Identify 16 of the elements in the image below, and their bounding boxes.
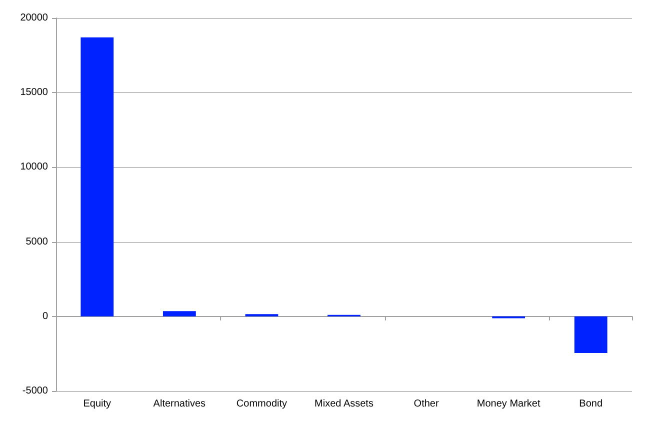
y-tick-label: -5000 [22,386,48,396]
y-tick-label: 0 [42,310,48,322]
y-tick-label: 10000 [20,162,48,173]
x-tick-label: Bond [579,398,603,410]
x-tick-label: Alternatives [153,398,206,410]
y-tick-label: 20000 [20,12,48,24]
x-tick-label: Commodity [236,398,288,410]
y-tick-label: 15000 [20,87,48,98]
x-tick-label: Equity [83,398,112,410]
bar [162,311,196,316]
bar [574,316,608,353]
x-tick-label: Other [414,398,440,410]
x-tick-label: Mixed Assets [314,398,374,410]
y-tick-label: 5000 [26,236,48,248]
bar [80,37,114,316]
x-tick-label: Money Market [476,398,540,410]
